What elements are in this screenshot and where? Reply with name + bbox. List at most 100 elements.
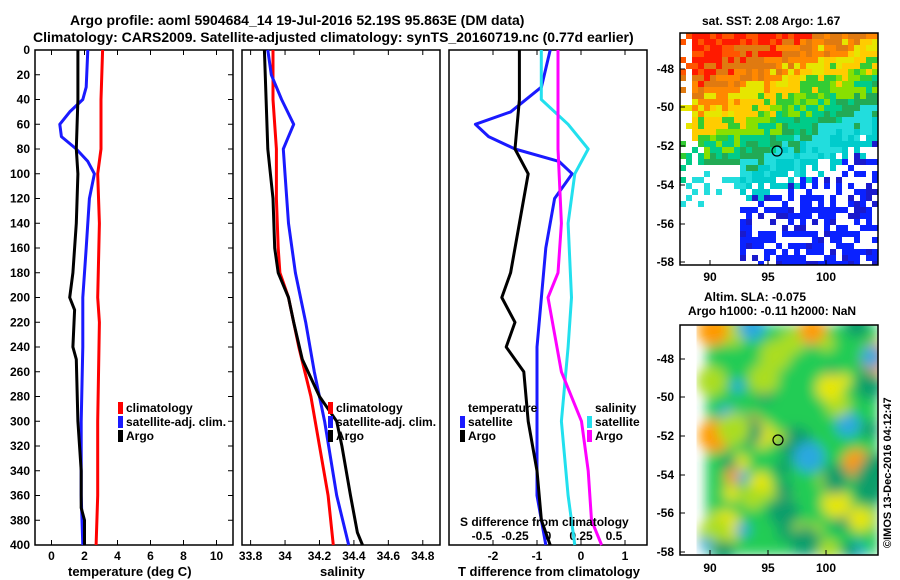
sst-cell (866, 69, 872, 75)
sst-cell (764, 87, 770, 93)
sst-cell (734, 117, 740, 123)
x-tick-label: 33.8 (239, 549, 263, 563)
sst-field (680, 33, 878, 265)
sst-cell (806, 111, 812, 117)
x-tick-label: 4 (114, 549, 121, 563)
sst-cell (704, 159, 710, 165)
sst-cell (764, 141, 770, 147)
sst-cell (824, 117, 830, 123)
sst-cell (806, 153, 812, 159)
sst-cell (842, 87, 848, 93)
sst-cell (794, 57, 800, 63)
sst-cell (746, 195, 752, 201)
sst-cell (830, 231, 836, 237)
sst-cell (716, 153, 722, 159)
sst-cell (818, 153, 824, 159)
sst-cell (710, 111, 716, 117)
sst-cell (800, 261, 806, 265)
sla-blob (776, 526, 792, 541)
sst-cell (806, 201, 812, 207)
lat-tick-label: -54 (657, 178, 675, 192)
sla-blob (821, 488, 852, 519)
sst-cell (698, 51, 704, 57)
sst-cell (824, 81, 830, 87)
sst-cell (746, 231, 752, 237)
sst-cell (794, 141, 800, 147)
sst-cell (764, 231, 770, 237)
sst-cell (854, 249, 860, 255)
sst-cell (872, 117, 878, 123)
sst-cell (836, 87, 842, 93)
sst-cell (812, 111, 818, 117)
sla-latitude-axis: -48 -50 -52 -54 -56 -58 (657, 352, 685, 559)
sst-cell (824, 111, 830, 117)
lat-tick-label: -50 (657, 390, 675, 404)
sst-cell (728, 81, 734, 87)
sst-cell (830, 117, 836, 123)
sst-cell (854, 99, 860, 105)
sst-cell (764, 123, 770, 129)
sst-cell (752, 111, 758, 117)
sst-cell (782, 93, 788, 99)
sst-cell (860, 87, 866, 93)
sst-cell (740, 81, 746, 87)
sst-cell (800, 123, 806, 129)
sst-cell (836, 177, 842, 183)
depth-tick-label: 360 (10, 489, 30, 503)
sst-cell (842, 249, 848, 255)
sst-cell (800, 147, 806, 153)
sst-cell (710, 135, 716, 141)
sst-cell (806, 141, 812, 147)
sst-cell (704, 189, 710, 195)
sst-cell (794, 183, 800, 189)
sst-cell (692, 57, 698, 63)
sst-cell (788, 123, 794, 129)
sst-cell (842, 69, 848, 75)
sst-cell (830, 33, 836, 39)
sst-cell (842, 141, 848, 147)
sst-cell (692, 69, 698, 75)
sst-cell (866, 33, 872, 39)
sst-cell (848, 93, 854, 99)
sst-cell (698, 33, 704, 39)
sla-blob (699, 537, 714, 552)
sla-map-frame (679, 324, 879, 556)
sst-cell (824, 207, 830, 213)
sst-cell (728, 87, 734, 93)
sst-cell (842, 129, 848, 135)
sst-cell (746, 171, 752, 177)
sst-cell (716, 75, 722, 81)
temperature-x-axis: 0 2 4 6 8 10 (48, 50, 223, 563)
sst-cell (752, 141, 758, 147)
sst-cell (800, 105, 806, 111)
sst-cell (824, 69, 830, 75)
sst-cell (770, 219, 776, 225)
sst-cell (746, 57, 752, 63)
sst-cell (788, 135, 794, 141)
sst-cell (776, 111, 782, 117)
sst-cell (800, 183, 806, 189)
sst-cell (836, 33, 842, 39)
series-line-argo (262, 49, 364, 546)
sst-cell (872, 255, 878, 261)
sst-cell (752, 165, 758, 171)
sst-cell (818, 93, 824, 99)
sst-cell (770, 69, 776, 75)
sst-cell (848, 195, 854, 201)
sst-cell (800, 51, 806, 57)
sst-cell (848, 261, 854, 265)
sst-cell (860, 249, 866, 255)
sst-cell (782, 255, 788, 261)
series-line-t-argo (500, 50, 552, 546)
sst-cell (752, 177, 758, 183)
sst-cell (830, 135, 836, 141)
sst-cell (728, 33, 734, 39)
sst-cell (734, 123, 740, 129)
sst-cell (734, 63, 740, 69)
sst-cell (794, 261, 800, 265)
sst-cell (758, 45, 764, 51)
sst-cell (830, 39, 836, 45)
sst-cell (818, 249, 824, 255)
sst-cell (734, 33, 740, 39)
sst-cell (770, 237, 776, 243)
